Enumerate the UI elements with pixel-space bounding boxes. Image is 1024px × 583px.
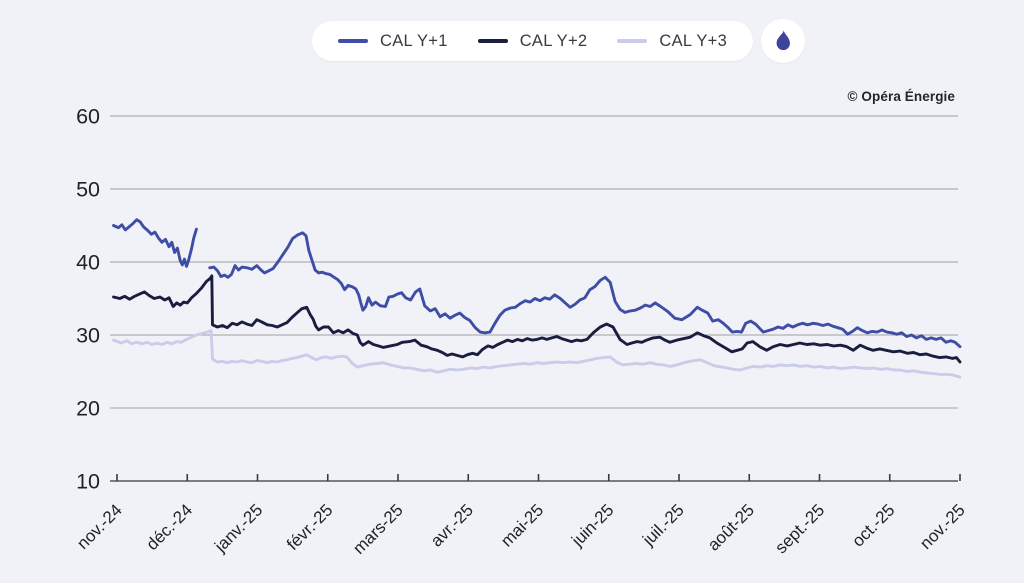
gas-toggle-button[interactable] (761, 19, 806, 63)
legend-pill: CAL Y+1 CAL Y+2 CAL Y+3 (312, 21, 754, 61)
gas-flame-icon (770, 28, 796, 54)
cal-y2-line-swatch (477, 39, 508, 43)
x-tick-label: nov.-25 (916, 500, 969, 553)
series-line-cal-y-1 (112, 218, 198, 268)
y-tick-label: 20 (76, 397, 100, 421)
y-tick-label: 40 (76, 251, 100, 275)
series-line-cal-y-1 (208, 231, 962, 349)
x-tick-label: juin-25 (567, 500, 617, 550)
cal-y3-line-swatch (617, 39, 648, 43)
x-tick-label: févr.-25 (283, 500, 337, 554)
legend-label: CAL Y+3 (659, 31, 728, 50)
x-tick-label: avr.-25 (427, 500, 477, 550)
y-tick-label: 30 (76, 324, 100, 348)
legend-label: CAL Y+1 (380, 31, 448, 50)
x-tick-label: janv.-25 (210, 500, 266, 556)
x-tick-label: sept.-25 (771, 500, 828, 557)
y-tick-label: 10 (76, 470, 100, 494)
legend-item-cal-y2[interactable]: CAL Y+2 (477, 31, 588, 51)
series-line-cal-y-2 (112, 274, 962, 364)
x-tick-label: mars-25 (349, 500, 407, 558)
legend-label: CAL Y+2 (519, 31, 588, 50)
x-tick-label: juil.-25 (638, 500, 688, 550)
x-tick-label: déc.-24 (143, 500, 197, 554)
series-line-cal-y-3 (112, 329, 962, 379)
chart-legend: CAL Y+1 CAL Y+2 CAL Y+3 (312, 19, 806, 63)
x-tick-label: nov.-24 (73, 500, 126, 553)
cal-y1-line-swatch (338, 39, 368, 43)
legend-item-cal-y3[interactable]: CAL Y+3 (617, 32, 727, 51)
y-tick-label: 50 (76, 178, 100, 202)
legend-item-cal-y1[interactable]: CAL Y+1 (338, 32, 448, 51)
x-tick-label: oct.-25 (848, 500, 898, 550)
x-tick-label: mai-25 (497, 500, 547, 550)
y-tick-label: 60 (76, 105, 100, 129)
x-tick-label: août-25 (704, 500, 758, 554)
copyright-credit: © Opéra Énergie (847, 89, 955, 104)
